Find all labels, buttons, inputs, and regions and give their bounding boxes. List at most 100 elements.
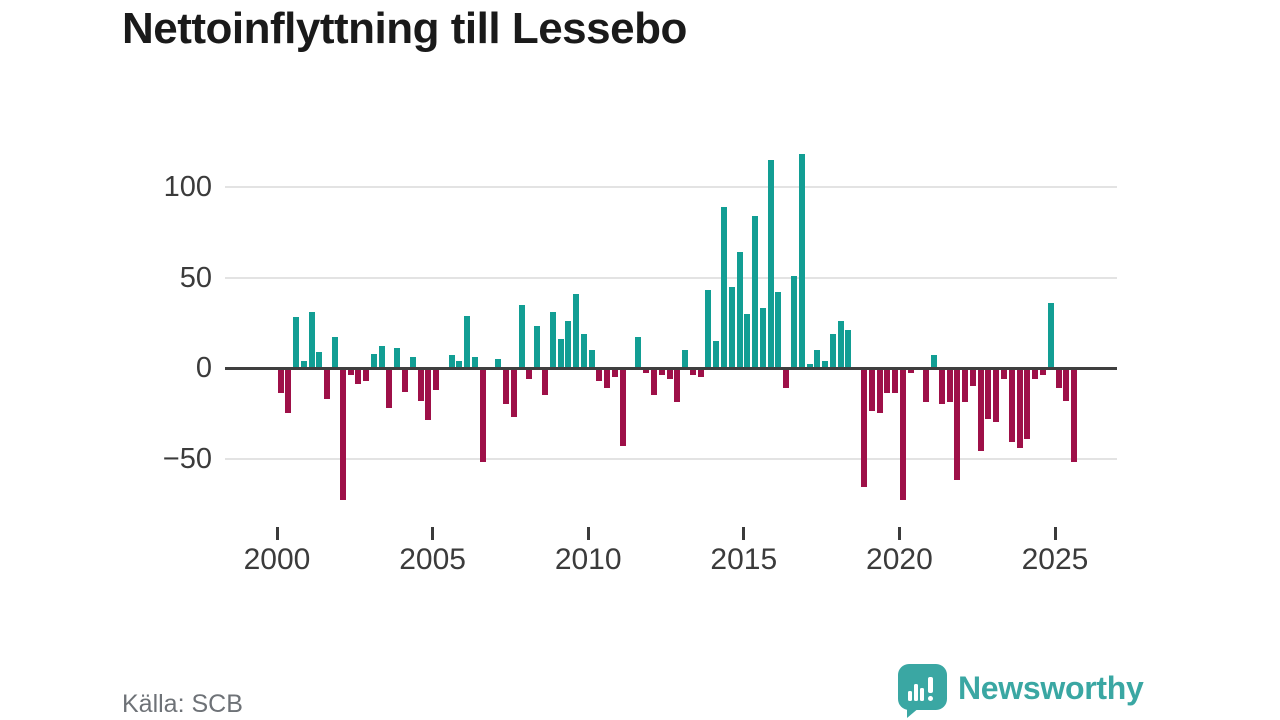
bar — [1039, 368, 1046, 376]
bar — [549, 311, 556, 368]
x-axis-label: 2015 — [710, 543, 778, 576]
bar — [425, 368, 432, 421]
bar — [752, 215, 759, 368]
bar — [892, 368, 899, 394]
bar — [1008, 368, 1015, 443]
bar — [790, 275, 797, 368]
bar — [682, 349, 689, 368]
x-axis-tick — [275, 527, 279, 540]
y-axis-label: −50 — [162, 442, 212, 475]
bar — [1001, 368, 1008, 379]
bar — [565, 320, 572, 368]
bar — [1032, 368, 1039, 379]
bar — [580, 333, 587, 368]
bar — [433, 368, 440, 390]
bar — [783, 368, 790, 388]
bar — [884, 368, 891, 394]
bar — [643, 368, 650, 374]
bar — [316, 351, 323, 368]
bar — [409, 357, 416, 368]
bar — [285, 368, 292, 414]
bar — [650, 368, 657, 396]
bar — [456, 360, 463, 368]
bar — [472, 357, 478, 368]
bar — [355, 368, 362, 385]
bar — [479, 368, 486, 463]
y-axis-label: 50 — [179, 261, 212, 294]
bar — [923, 368, 930, 403]
bar — [666, 368, 673, 379]
bar — [510, 368, 517, 417]
bar — [378, 346, 385, 368]
bar — [401, 368, 408, 392]
logo-bubble-tail — [907, 707, 920, 718]
bar — [736, 252, 743, 368]
bar — [612, 368, 619, 378]
logo-chart-bar — [908, 691, 912, 701]
bar — [822, 360, 829, 368]
bar — [837, 320, 844, 368]
bar — [899, 368, 906, 501]
bar — [573, 293, 580, 368]
bar — [588, 349, 595, 368]
bar — [363, 368, 370, 381]
bar — [876, 368, 883, 414]
bar — [1071, 368, 1078, 463]
bar — [728, 286, 735, 368]
bar — [534, 326, 541, 368]
newsworthy-logo-icon — [898, 664, 947, 718]
bar — [635, 337, 642, 368]
bar — [868, 368, 875, 412]
bar — [448, 355, 455, 368]
bar — [277, 368, 284, 394]
gridline--50 — [225, 457, 1117, 460]
bar — [845, 329, 852, 368]
bar — [697, 368, 704, 378]
x-axis-tick — [586, 527, 590, 540]
bar — [308, 311, 315, 368]
bar — [775, 291, 782, 368]
x-axis-label: 2005 — [399, 543, 466, 576]
logo-chart-bar — [914, 684, 918, 701]
bar — [829, 333, 836, 368]
bar — [503, 368, 510, 405]
y-axis-label: 0 — [195, 352, 212, 384]
bar — [619, 368, 626, 446]
bar — [907, 368, 914, 374]
bar — [386, 368, 393, 408]
x-axis-tick — [742, 527, 746, 540]
bar — [1047, 302, 1054, 368]
bar — [674, 368, 681, 403]
bar — [713, 340, 720, 368]
bar — [542, 368, 549, 396]
bar — [985, 368, 992, 419]
brand-name: Newsworthy — [958, 670, 1144, 706]
x-axis-tick — [1053, 527, 1057, 540]
logo-chart-bar — [920, 688, 924, 701]
brand-footer: Newsworthy — [898, 664, 1144, 718]
gridline-50 — [225, 276, 1117, 279]
bar — [946, 368, 953, 403]
bar — [759, 308, 766, 368]
bar — [526, 368, 533, 379]
gridline-100 — [225, 186, 1117, 188]
bar — [596, 368, 603, 381]
bar — [347, 368, 354, 376]
chart-title: Nettoinflyttning till Lessebo — [122, 4, 687, 53]
bar — [370, 353, 377, 368]
bar — [938, 368, 945, 405]
zero-baseline — [225, 366, 1117, 370]
bar — [464, 315, 471, 368]
bar — [1016, 368, 1023, 448]
bar — [977, 368, 984, 452]
x-axis-label: 2020 — [866, 543, 933, 576]
x-axis-tick — [897, 527, 901, 540]
bar — [339, 368, 346, 501]
bar — [331, 337, 338, 368]
bar — [557, 339, 564, 368]
bar — [689, 368, 696, 376]
source-note: Källa: SCB — [122, 690, 243, 718]
bar — [744, 313, 751, 368]
bar — [324, 368, 331, 399]
